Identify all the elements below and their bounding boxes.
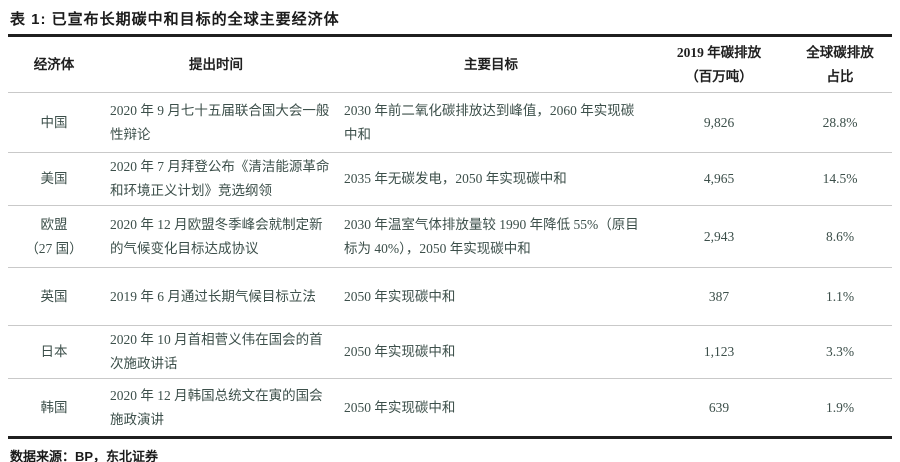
carbon-neutral-targets-table: 经济体 提出时间 主要目标 2019 年碳排放 （百万吨） 全球碳排放 占比 中… <box>8 34 892 439</box>
table-header-row: 经济体 提出时间 主要目标 2019 年碳排放 （百万吨） 全球碳排放 占比 <box>8 37 892 93</box>
table-row-china: 中国 2020 年 9 月七十五届联合国大会一般性辩论 2030 年前二氧化碳排… <box>8 93 892 153</box>
announced-cell: 2020 年 10 月首相菅义伟在国会的首次施政讲话 <box>110 332 323 371</box>
share-cell: 1.1% <box>825 288 855 304</box>
announced-cell: 2019 年 6 月通过长期气候目标立法 <box>110 288 316 304</box>
col-header-share: 全球碳排放 占比 <box>806 44 874 84</box>
target-cell: 2050 年实现碳中和 <box>344 288 456 304</box>
emissions-cell: 1,123 <box>703 344 735 359</box>
target-cell: 2050 年实现碳中和 <box>344 399 456 415</box>
target-cell: 2030 年温室气体排放量较 1990 年降低 55%（原目标为 40%），20… <box>344 216 639 256</box>
data-source-note: 数据来源：BP，东北证券 <box>10 449 159 462</box>
table-row-uk: 英国 2019 年 6 月通过长期气候目标立法 2050 年实现碳中和 387 … <box>8 268 892 326</box>
emissions-cell: 387 <box>708 288 730 304</box>
announced-cell: 2020 年 12 月欧盟冬季峰会就制定新的气候变化目标达成协议 <box>110 216 323 256</box>
economy-cell: 韩国 <box>40 399 68 415</box>
announced-cell: 2020 年 9 月七十五届联合国大会一般性辩论 <box>110 102 330 142</box>
share-cell: 1.9% <box>825 399 855 415</box>
col-header-emissions: 2019 年碳排放 （百万吨） <box>676 44 762 84</box>
col-header-target: 主要目标 <box>464 56 518 72</box>
col-header-announced: 提出时间 <box>189 56 243 72</box>
economy-cell: 美国 <box>40 171 68 186</box>
economy-cell: 英国 <box>40 288 68 304</box>
target-cell: 2050 年实现碳中和 <box>344 344 456 359</box>
share-cell: 3.3% <box>825 344 855 359</box>
share-cell: 8.6% <box>825 228 855 244</box>
target-cell: 2030 年前二氧化碳排放达到峰值，2060 年实现碳中和 <box>344 102 635 142</box>
col-header-economy: 经济体 <box>33 56 75 72</box>
emissions-cell: 4,965 <box>703 171 735 186</box>
emissions-cell: 639 <box>708 399 730 415</box>
table-row-eu: 欧盟 （27 国） 2020 年 12 月欧盟冬季峰会就制定新的气候变化目标达成… <box>8 206 892 268</box>
table-row-usa: 美国 2020 年 7 月拜登公布《清洁能源革命和环境正义计划》竞选纲领 203… <box>8 153 892 206</box>
economy-cell: 日本 <box>40 344 68 359</box>
economy-cell: 欧盟 （27 国） <box>25 216 83 256</box>
announced-cell: 2020 年 12 月韩国总统文在寅的国会施政演讲 <box>110 387 323 427</box>
share-cell: 28.8% <box>822 114 858 130</box>
table-row-japan: 日本 2020 年 10 月首相菅义伟在国会的首次施政讲话 2050 年实现碳中… <box>8 326 892 379</box>
target-cell: 2035 年无碳发电，2050 年实现碳中和 <box>344 171 567 186</box>
economy-cell: 中国 <box>40 114 68 130</box>
share-cell: 14.5% <box>822 171 858 186</box>
announced-cell: 2020 年 7 月拜登公布《清洁能源革命和环境正义计划》竞选纲领 <box>110 159 330 198</box>
emissions-cell: 2,943 <box>703 228 735 244</box>
emissions-cell: 9,826 <box>703 114 735 130</box>
table-row-korea: 韩国 2020 年 12 月韩国总统文在寅的国会施政演讲 2050 年实现碳中和… <box>8 379 892 436</box>
table-title: 表 1: 已宣布长期碳中和目标的全球主要经济体 <box>10 11 340 28</box>
